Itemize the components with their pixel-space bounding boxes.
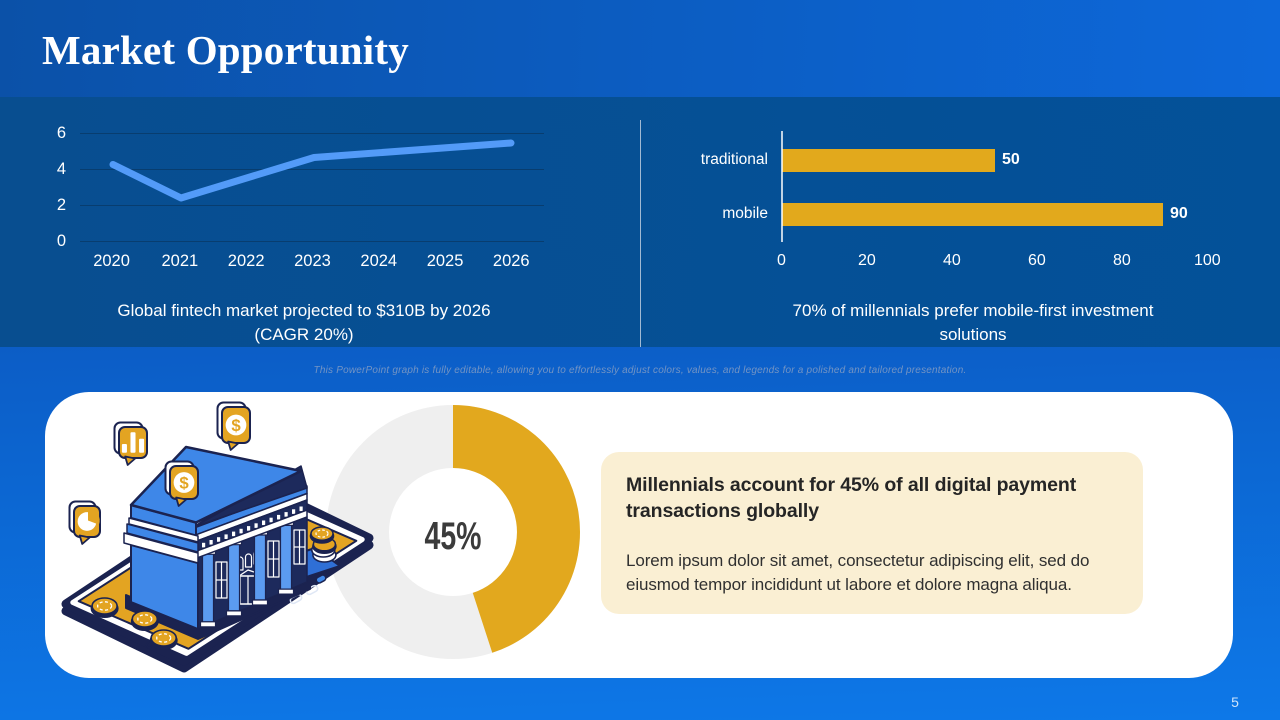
svg-text:$: $ bbox=[179, 473, 189, 492]
svg-text:$: $ bbox=[231, 416, 241, 435]
